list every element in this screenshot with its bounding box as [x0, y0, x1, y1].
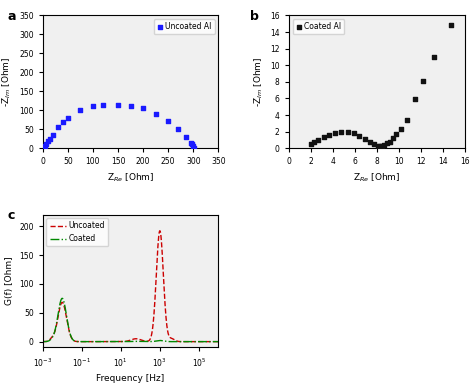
Coated Al [315, 137, 322, 143]
Coated Al [376, 143, 384, 149]
Uncoated [107, 339, 113, 344]
Coated Al [350, 130, 357, 136]
Uncoated Al [164, 118, 172, 124]
Coated Al [310, 139, 318, 145]
Uncoated Al [190, 145, 198, 151]
Uncoated Al [59, 119, 66, 125]
Uncoated Al [41, 143, 48, 149]
Coated [216, 339, 221, 344]
Uncoated Al [54, 124, 62, 130]
Legend: Coated Al: Coated Al [292, 19, 344, 34]
Coated Al [447, 22, 455, 29]
Coated [40, 339, 46, 344]
Coated Al [361, 136, 368, 142]
Uncoated Al [42, 141, 50, 147]
Uncoated Al [139, 105, 147, 111]
Coated Al [371, 141, 378, 147]
Coated Al [392, 131, 400, 137]
Coated Al [307, 141, 315, 147]
Uncoated Al [174, 126, 182, 132]
Uncoated Al [44, 138, 52, 144]
Y-axis label: G(f) [Ohm]: G(f) [Ohm] [5, 257, 14, 305]
Uncoated Al [49, 132, 56, 138]
Uncoated Al [99, 102, 107, 108]
Coated [70, 338, 76, 342]
Coated Al [381, 142, 388, 148]
Coated Al [386, 139, 393, 145]
Legend: Uncoated, Coated: Uncoated, Coated [46, 218, 108, 246]
Uncoated [216, 339, 221, 344]
Text: c: c [8, 209, 15, 222]
Coated [193, 339, 199, 344]
Coated [115, 339, 120, 344]
Coated Al [383, 140, 390, 146]
Coated Al [419, 78, 427, 84]
Coated Al [378, 143, 386, 149]
X-axis label: Frequency [Hz]: Frequency [Hz] [96, 374, 164, 383]
Uncoated Al [127, 103, 134, 109]
Uncoated [40, 339, 46, 344]
Text: a: a [8, 10, 16, 23]
Coated Al [403, 117, 411, 123]
Coated Al [430, 54, 438, 60]
Coated Al [320, 134, 328, 141]
Coated [107, 339, 113, 344]
Uncoated Al [182, 134, 190, 140]
Coated Al [366, 139, 374, 146]
Uncoated Al [190, 143, 197, 149]
Uncoated Al [39, 145, 47, 151]
Coated Al [389, 135, 397, 141]
Coated Al [374, 143, 382, 149]
Line: Uncoated: Uncoated [43, 231, 219, 342]
Uncoated Al [187, 139, 195, 146]
Y-axis label: -Z$_{Im}$ [Ohm]: -Z$_{Im}$ [Ohm] [1, 57, 13, 107]
Uncoated Al [46, 135, 54, 142]
Coated Al [397, 126, 405, 132]
Coated [60, 296, 65, 301]
Uncoated [115, 339, 120, 344]
Uncoated Al [76, 107, 84, 113]
X-axis label: Z$_{Re}$ [Ohm]: Z$_{Re}$ [Ohm] [107, 172, 154, 184]
Uncoated [70, 338, 76, 342]
Uncoated Al [64, 115, 72, 121]
Uncoated Al [189, 141, 196, 147]
Coated Al [356, 133, 363, 139]
Uncoated Al [89, 103, 97, 110]
Uncoated Al [114, 102, 122, 108]
Uncoated [212, 339, 218, 344]
Coated Al [331, 130, 339, 136]
Legend: Uncoated Al: Uncoated Al [154, 19, 215, 34]
Text: b: b [250, 10, 259, 23]
Uncoated Al [152, 111, 159, 117]
Y-axis label: -Z$_{Im}$ [Ohm]: -Z$_{Im}$ [Ohm] [252, 57, 264, 107]
Coated [212, 339, 218, 344]
Uncoated [193, 339, 199, 344]
Line: Coated: Coated [43, 298, 219, 342]
Coated Al [337, 129, 345, 135]
Coated Al [411, 96, 419, 102]
Coated Al [326, 132, 333, 138]
Uncoated [157, 229, 163, 233]
Coated [59, 296, 65, 301]
Coated Al [344, 129, 352, 135]
X-axis label: Z$_{Re}$ [Ohm]: Z$_{Re}$ [Ohm] [353, 172, 401, 184]
Uncoated [60, 300, 65, 305]
Uncoated Al [40, 144, 47, 151]
